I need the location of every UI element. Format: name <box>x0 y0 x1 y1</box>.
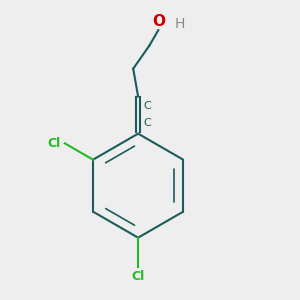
Text: Cl: Cl <box>47 137 60 150</box>
Text: O: O <box>152 14 165 28</box>
Text: H: H <box>175 17 185 31</box>
Text: C: C <box>143 118 151 128</box>
Text: C: C <box>143 101 151 111</box>
Text: Cl: Cl <box>131 270 145 284</box>
